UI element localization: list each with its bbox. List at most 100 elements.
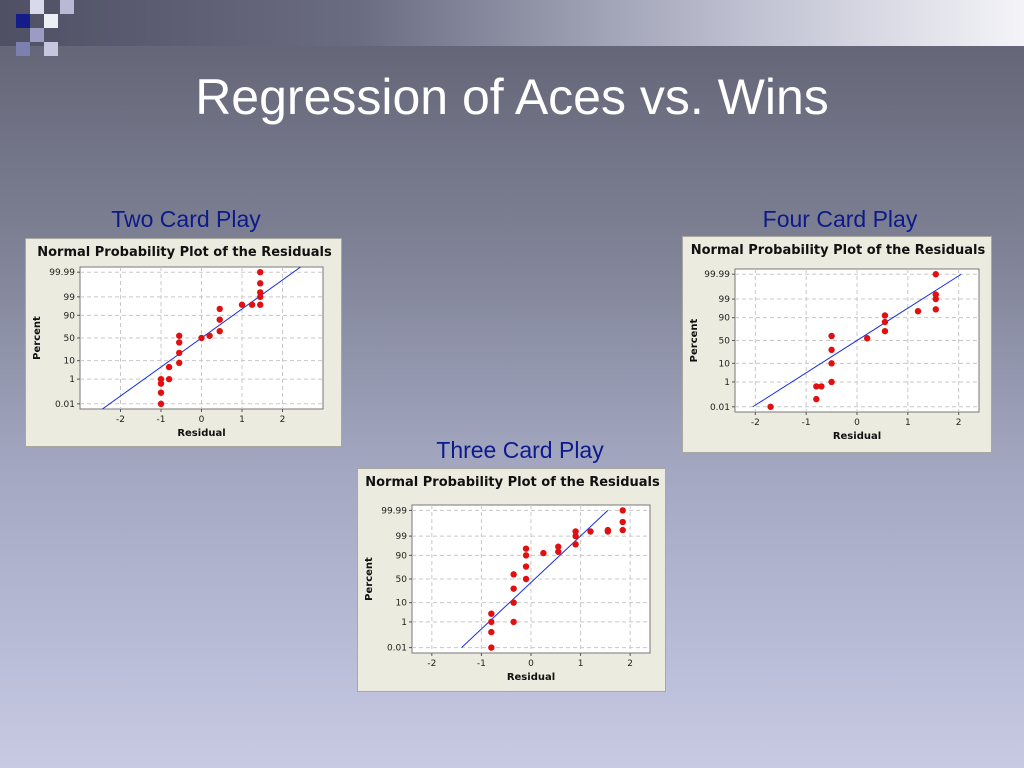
- y-tick-label: 1: [724, 378, 730, 388]
- data-point: [257, 301, 264, 308]
- y-tick-label: 10: [396, 599, 408, 609]
- data-point: [572, 528, 579, 535]
- data-point: [176, 339, 183, 346]
- x-tick-label: 1: [578, 659, 584, 669]
- y-tick-label: 90: [719, 314, 731, 324]
- deco-square: [16, 42, 30, 56]
- data-point: [176, 349, 183, 357]
- data-point: [176, 332, 183, 339]
- data-point: [257, 293, 264, 301]
- data-point: [881, 318, 889, 326]
- chart-svg: Normal Probability Plot of the Residuals…: [364, 475, 660, 683]
- data-point: [914, 307, 922, 315]
- panel-label-three-card: Three Card Play: [436, 437, 604, 463]
- x-tick-label: 2: [627, 659, 633, 669]
- data-point: [157, 400, 165, 408]
- data-point: [828, 360, 835, 367]
- y-tick-label: 90: [64, 311, 76, 321]
- data-point: [257, 280, 264, 287]
- data-point: [767, 403, 774, 410]
- title-bar-background: [0, 0, 1024, 46]
- data-point: [165, 363, 173, 371]
- panel-label-four-card: Four Card Play: [762, 206, 918, 232]
- data-point: [157, 375, 165, 383]
- data-point: [572, 541, 579, 548]
- data-point: [165, 375, 173, 383]
- data-point: [488, 644, 495, 651]
- x-tick-label: 0: [854, 418, 860, 428]
- x-tick-label: -2: [427, 659, 436, 669]
- data-point: [932, 271, 939, 278]
- fit-line: [461, 510, 609, 648]
- data-point: [176, 359, 183, 367]
- x-tick-label: 1: [905, 418, 911, 428]
- deco-square: [30, 28, 44, 42]
- fit-line: [752, 273, 962, 408]
- x-tick-label: -1: [477, 659, 486, 669]
- data-point: [522, 575, 530, 583]
- data-point: [257, 268, 264, 276]
- x-tick-label: 1: [239, 415, 245, 425]
- chart-three-card: Normal Probability Plot of the Residuals…: [357, 468, 666, 692]
- data-point: [828, 332, 835, 340]
- data-point: [510, 585, 517, 592]
- data-point: [881, 327, 889, 335]
- x-axis-label: Residual: [177, 428, 225, 439]
- y-tick-label: 10: [64, 357, 76, 367]
- data-point: [619, 518, 626, 526]
- data-point: [932, 291, 939, 298]
- y-tick-label: 99.99: [381, 506, 407, 516]
- x-tick-label: -2: [116, 415, 125, 425]
- y-tick-label: 1: [69, 375, 75, 385]
- data-point: [555, 543, 562, 550]
- data-point: [540, 549, 547, 557]
- x-tick-label: 2: [280, 415, 286, 425]
- chart-four-card: Normal Probability Plot of the Residuals…: [682, 236, 992, 453]
- data-point: [157, 380, 165, 387]
- deco-square: [60, 0, 74, 14]
- y-tick-label: 0.01: [710, 403, 730, 413]
- data-point: [522, 552, 530, 559]
- y-tick-label: 99.99: [49, 268, 75, 278]
- y-tick-label: 99: [64, 293, 76, 303]
- panel-label-two-card: Two Card Play: [111, 206, 261, 232]
- y-tick-label: 0.01: [387, 644, 407, 654]
- chart-title: Normal Probability Plot of the Residuals: [691, 243, 986, 258]
- data-point: [932, 295, 939, 303]
- slide-title: Regression of Aces vs. Wins: [195, 69, 829, 125]
- y-tick-label: 90: [396, 551, 408, 561]
- deco-square: [30, 0, 44, 14]
- data-point: [157, 389, 165, 396]
- y-tick-label: 99: [719, 295, 731, 305]
- data-point: [206, 332, 213, 339]
- x-tick-label: 0: [528, 659, 534, 669]
- data-point: [238, 301, 246, 308]
- data-point: [555, 548, 562, 555]
- data-point: [881, 312, 889, 319]
- data-point: [522, 563, 530, 570]
- data-point: [510, 599, 517, 606]
- data-point: [619, 507, 626, 514]
- chart-svg: Normal Probability Plot of the Residuals…: [689, 243, 986, 442]
- data-point: [488, 618, 495, 626]
- deco-square: [44, 14, 58, 28]
- chart-svg: Normal Probability Plot of the Residuals…: [32, 245, 332, 439]
- chart-title: Normal Probability Plot of the Residuals: [365, 475, 660, 490]
- data-point: [813, 395, 820, 403]
- x-axis-label: Residual: [833, 431, 881, 442]
- data-point: [818, 383, 825, 390]
- deco-square: [44, 42, 58, 56]
- chart-title: Normal Probability Plot of the Residuals: [37, 245, 332, 260]
- x-tick-label: 0: [199, 415, 205, 425]
- data-point: [216, 305, 223, 313]
- data-point: [619, 526, 626, 534]
- y-tick-label: 50: [719, 337, 731, 347]
- data-point: [510, 571, 517, 578]
- data-point: [522, 545, 530, 552]
- data-point: [604, 526, 612, 534]
- y-tick-label: 50: [64, 334, 76, 344]
- y-tick-label: 50: [396, 575, 408, 585]
- data-point: [216, 316, 223, 323]
- y-tick-label: 1: [401, 618, 407, 628]
- data-point: [932, 306, 939, 313]
